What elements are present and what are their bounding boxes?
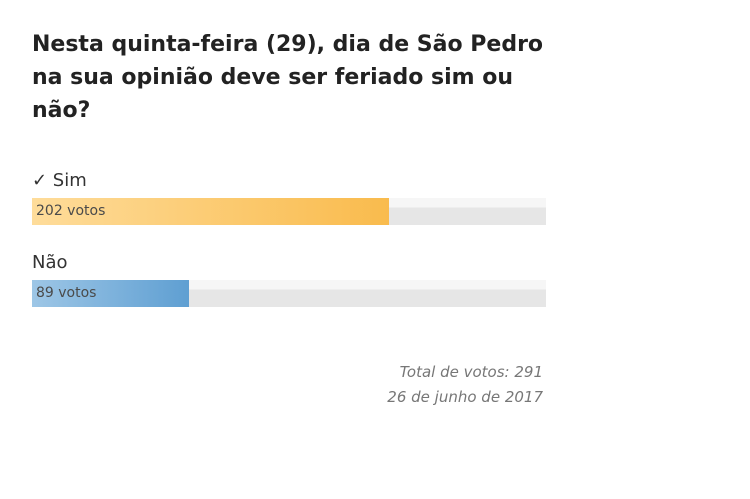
total-votes: Total de votos: 291 [399,363,543,381]
vote-bar [32,198,389,225]
poll-date: 26 de junho de 2017 [387,388,543,406]
option-label: Não [32,252,68,273]
option-label: ✓ Sim [32,170,87,191]
vote-bar [32,280,190,307]
poll-question: Nesta quinta-feira (29), dia de São Pedr… [32,32,544,123]
vote-count: 202 votos [36,203,106,219]
bar-track: 202 votos [32,198,546,225]
bar-track: 89 votos [32,280,546,307]
vote-count: 89 votos [36,285,97,301]
